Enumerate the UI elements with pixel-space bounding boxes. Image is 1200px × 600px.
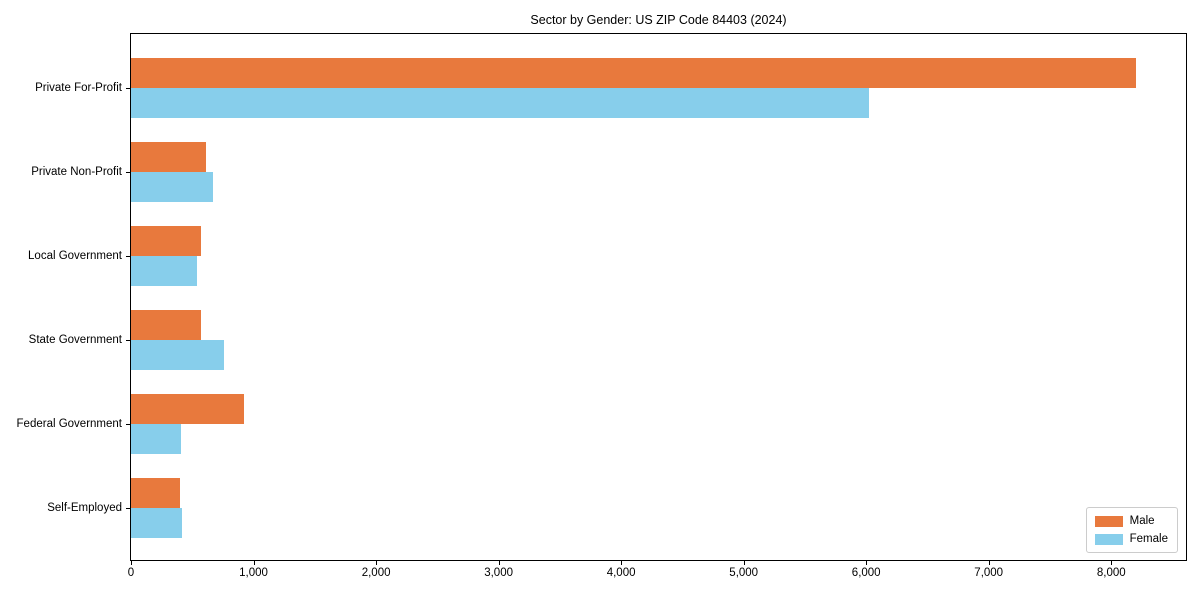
bar-male-6 [131,478,180,508]
bar-male-3 [131,226,201,256]
legend-label: Male [1129,515,1155,527]
bar-female-2 [131,172,213,202]
x-tick-label: 2,000 [361,567,391,579]
x-tick-label: 1,000 [239,567,268,579]
x-tick-mark [866,561,868,565]
x-tick-mark [131,561,132,565]
bar-male-1 [131,58,1136,88]
x-tick-label: 3,000 [484,567,513,579]
x-tick-mark [1111,561,1113,565]
x-tick-label: 4,000 [606,567,636,579]
y-tick-label: Private For-Profit [35,82,122,94]
y-tick-mark [126,424,130,425]
x-tick-label: 5,000 [729,567,759,579]
y-tick-label: Local Government [28,250,122,262]
y-tick-mark [126,340,130,341]
bar-female-5 [131,424,182,454]
y-tick-label: Self-Employed [47,502,122,514]
chart-title: Sector by Gender: US ZIP Code 84403 (202… [530,13,787,27]
legend-entry-female: Female [1094,533,1168,545]
bar-male-2 [131,142,207,172]
legend-label: Female [1129,533,1168,545]
y-tick-mark [126,88,130,89]
x-tick-mark [498,561,500,565]
x-tick-mark [621,561,623,565]
legend: Male Female [1085,507,1178,553]
y-tick-label: Federal Government [16,418,122,430]
plot-area [130,33,1187,561]
x-tick-mark [253,561,255,565]
bar-female-4 [131,340,224,370]
bar-male-4 [131,310,201,340]
x-tick-mark [988,561,990,565]
bar-female-6 [131,508,182,538]
y-tick-label: State Government [28,334,122,346]
y-tick-mark [126,508,130,509]
x-tick-mark [376,561,378,565]
legend-swatch-male [1094,515,1123,527]
legend-swatch-female [1094,533,1123,545]
x-tick-label: 0 [127,567,135,579]
legend-entry-male: Male [1094,515,1168,527]
x-tick-mark [743,561,745,565]
bar-male-5 [131,394,244,424]
y-tick-mark [126,256,130,257]
x-tick-label: 8,000 [1096,567,1126,579]
x-tick-label: 6,000 [851,567,881,579]
bar-female-3 [131,256,198,286]
x-tick-label: 7,000 [974,567,1004,579]
y-tick-label: Private Non-Profit [31,166,122,178]
y-tick-mark [126,172,130,173]
bar-female-1 [131,88,869,118]
